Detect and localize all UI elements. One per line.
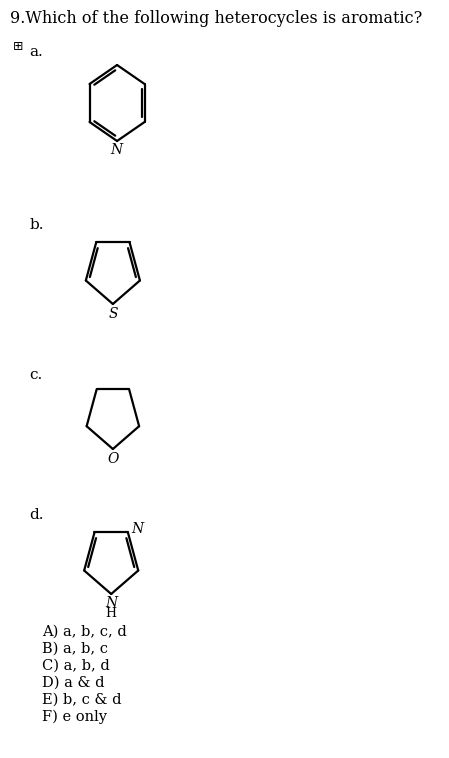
Text: N: N	[131, 522, 143, 537]
Text: B) a, b, c: B) a, b, c	[42, 642, 108, 656]
Text: S: S	[108, 307, 118, 321]
Text: c.: c.	[29, 368, 43, 382]
Text: ⊞: ⊞	[13, 40, 23, 53]
Text: N: N	[110, 143, 122, 157]
Text: C) a, b, d: C) a, b, d	[42, 659, 110, 673]
Text: E) b, c & d: E) b, c & d	[42, 693, 121, 707]
Text: a.: a.	[29, 45, 43, 59]
Text: A) a, b, c, d: A) a, b, c, d	[42, 625, 127, 639]
Text: F) e only: F) e only	[42, 710, 107, 725]
Text: O: O	[107, 452, 119, 466]
Text: b.: b.	[29, 218, 44, 232]
Text: d.: d.	[29, 508, 44, 522]
Text: H: H	[106, 607, 117, 620]
Text: D) a & d: D) a & d	[42, 676, 104, 690]
Text: 9.Which of the following heterocycles is aromatic?: 9.Which of the following heterocycles is…	[10, 10, 422, 27]
Text: N: N	[105, 596, 117, 610]
